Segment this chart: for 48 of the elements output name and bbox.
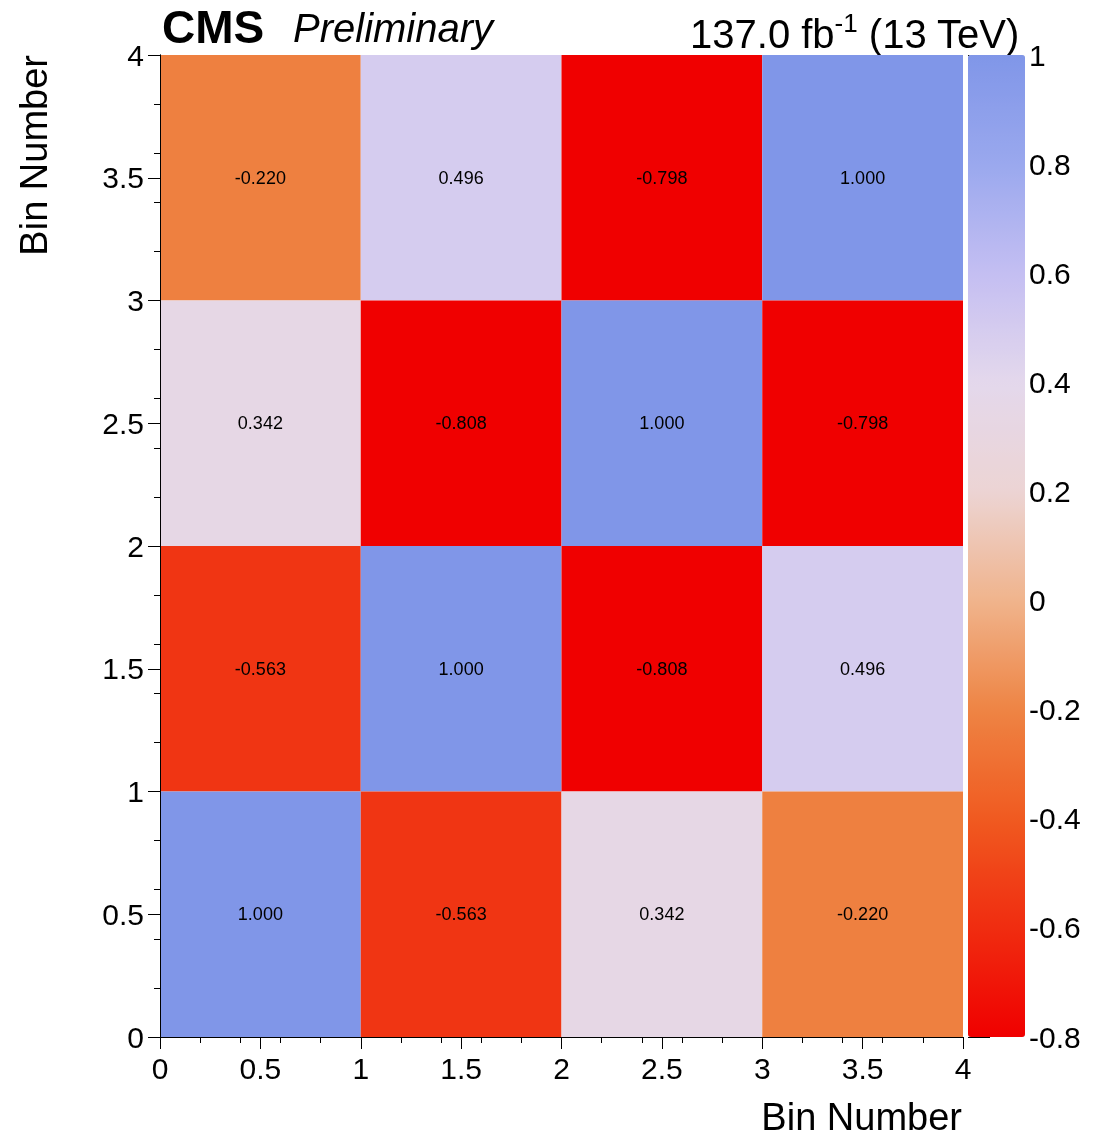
data-label: 1.000 (840, 167, 886, 188)
color-bar-label: 1 (1029, 38, 1046, 72)
x-tick-label: 2 (553, 1051, 570, 1085)
y-tick-label: 1 (127, 775, 144, 808)
color-bar-label: -0.2 (1029, 693, 1081, 727)
y-tick-label: 0 (127, 1020, 144, 1054)
color-bar-label: 0.6 (1029, 256, 1071, 290)
data-label: -0.220 (837, 904, 889, 925)
color-bar-label: 0.2 (1029, 474, 1071, 508)
data-label: -0.808 (636, 658, 688, 679)
data-label: -0.220 (234, 167, 286, 188)
x-axis-title: Bin Number (761, 1096, 963, 1138)
chart-title: CMS (162, 1, 265, 53)
data-label: 0.496 (840, 658, 886, 679)
y-tick-label: 2.5 (102, 406, 144, 440)
y-tick-label: 3 (127, 284, 144, 317)
color-bar-label: -0.8 (1029, 1020, 1081, 1054)
color-bar-label: -0.6 (1029, 911, 1081, 945)
x-tick-label: 1.5 (440, 1051, 482, 1085)
data-label: -0.808 (435, 413, 487, 434)
data-label: -0.563 (435, 904, 487, 925)
color-bar-label: 0.4 (1029, 365, 1071, 399)
x-tick-label: 0 (151, 1051, 169, 1085)
data-label: 1.000 (639, 413, 685, 434)
y-tick-label: 1.5 (102, 652, 144, 686)
color-bar-label: 0 (1029, 584, 1046, 618)
data-label: 1.000 (237, 904, 283, 925)
x-tick-label: 1 (352, 1051, 370, 1085)
x-tick-label: 4 (954, 1051, 972, 1085)
x-tick-label: 3 (753, 1051, 771, 1085)
x-tick-label: 2.5 (641, 1051, 683, 1085)
y-tick-label: 2 (127, 529, 144, 563)
data-label: 0.342 (237, 413, 283, 434)
data-label: -0.798 (837, 413, 889, 434)
color-bar-label: -0.4 (1029, 802, 1081, 836)
chart-subtitle: Preliminary (293, 6, 497, 50)
x-tick-label: 3.5 (841, 1051, 884, 1085)
data-label: 1.000 (438, 658, 484, 679)
y-tick-label: 0.5 (102, 897, 144, 931)
y-tick-label: 4 (127, 38, 144, 72)
data-label: 0.496 (438, 167, 484, 188)
data-label: 0.342 (639, 904, 685, 925)
y-axis-title: Bin Number (13, 54, 55, 256)
data-label: -0.563 (234, 658, 286, 679)
data-label: -0.798 (636, 167, 688, 188)
color-bar-label: 0.8 (1029, 147, 1071, 181)
x-tick-label: 0.5 (239, 1051, 282, 1085)
y-tick-label: 3.5 (102, 161, 144, 195)
